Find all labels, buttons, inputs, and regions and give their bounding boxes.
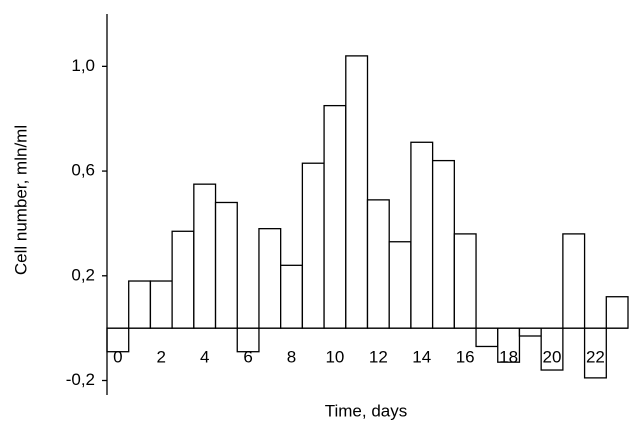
x-tick-label: 16: [456, 348, 475, 367]
bar: [301, 162, 325, 329]
bar: [128, 280, 152, 329]
x-tick-label: 4: [200, 348, 209, 367]
bar: [323, 104, 347, 329]
bar: [193, 183, 217, 329]
bar: [562, 233, 586, 329]
bar: [410, 141, 434, 329]
x-tick-label: 18: [499, 348, 518, 367]
y-axis-label: Cell number, mln/ml: [11, 125, 30, 275]
x-tick-label: 2: [157, 348, 166, 367]
x-tick-label: 10: [325, 348, 344, 367]
x-tick-label: 0: [113, 348, 122, 367]
bar: [475, 327, 499, 348]
y-tick-label: 1,0: [71, 56, 95, 75]
y-tick-label: 0,2: [71, 265, 95, 284]
bar: [431, 159, 455, 329]
bar: [453, 233, 477, 329]
x-tick-label: 14: [412, 348, 431, 367]
bar: [280, 264, 304, 329]
bar: [366, 199, 390, 329]
bar: [149, 280, 173, 329]
bar: [518, 327, 542, 337]
bar: [345, 55, 369, 329]
x-tick-label: 20: [543, 348, 562, 367]
bar: [214, 201, 238, 329]
bar: [258, 228, 282, 329]
x-tick-label: 6: [243, 348, 252, 367]
y-tick-label: 0,6: [71, 161, 95, 180]
y-tick-label: -0,2: [66, 370, 95, 389]
x-tick-label: 8: [287, 348, 296, 367]
bar: [388, 241, 412, 329]
x-tick-label: 12: [369, 348, 388, 367]
x-axis-label: Time, days: [325, 401, 408, 420]
bar: [605, 296, 629, 329]
x-tick-label: 22: [586, 348, 605, 367]
bar: [171, 230, 195, 329]
